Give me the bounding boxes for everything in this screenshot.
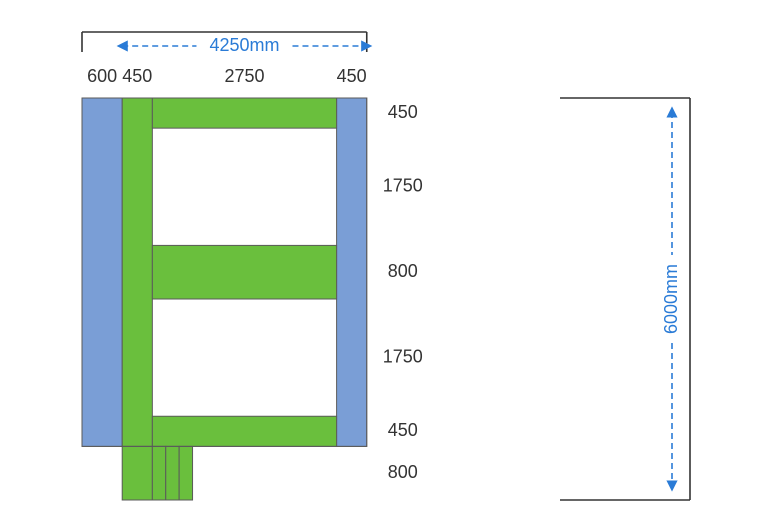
column-rect-0 — [82, 98, 122, 446]
band-rect-2 — [152, 245, 336, 299]
col-label-1: 450 — [122, 66, 152, 86]
top-arrow-label: 4250mm — [209, 35, 279, 55]
foot-seg-0 — [122, 446, 152, 500]
column-rect-1 — [122, 98, 152, 446]
col-label-0: 600 — [87, 66, 117, 86]
foot-seg-2 — [166, 446, 179, 500]
row-label-4: 450 — [388, 420, 418, 440]
diagram-svg: 6004502750450450175080017504508004250mm6… — [0, 0, 760, 507]
band-rect-0 — [152, 98, 336, 128]
column-rect-3 — [337, 98, 367, 446]
side-arrow-label: 6000mm — [661, 264, 681, 334]
row-label-1: 1750 — [383, 176, 423, 196]
row-label-0: 450 — [388, 102, 418, 122]
foot-seg-1 — [152, 446, 165, 500]
col-label-3: 450 — [337, 66, 367, 86]
col-label-2: 2750 — [224, 66, 264, 86]
row-label-3: 1750 — [383, 346, 423, 366]
row-label-2: 800 — [388, 261, 418, 281]
row-label-5: 800 — [388, 462, 418, 482]
band-rect-4 — [152, 416, 336, 446]
foot-seg-3 — [179, 446, 192, 500]
